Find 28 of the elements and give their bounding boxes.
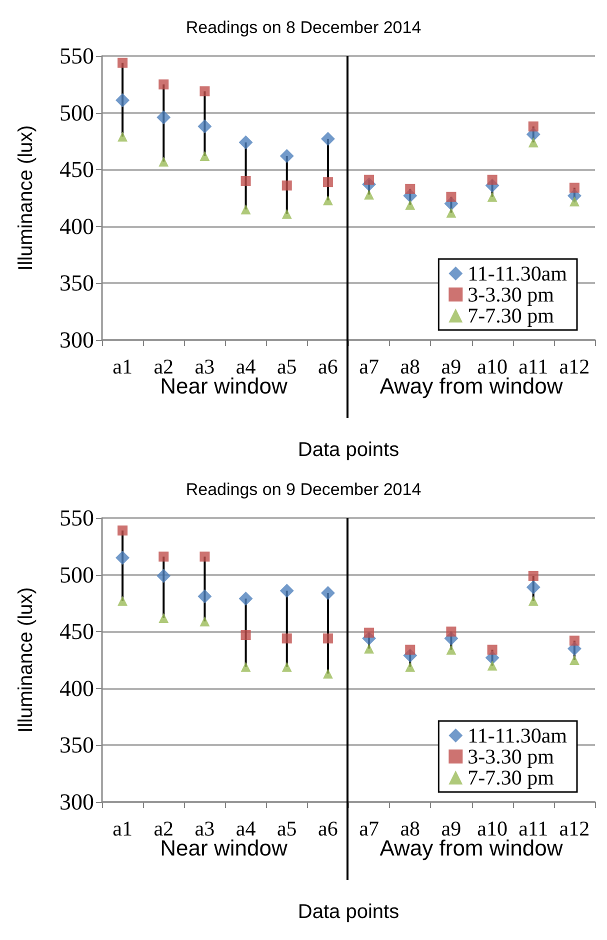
x-tick-label: a6 — [318, 354, 338, 378]
x-axis-title: Data points — [298, 439, 400, 461]
y-tick-label: 400 — [60, 676, 94, 701]
x-tick-label: a1 — [112, 816, 132, 840]
y-tick-label: 400 — [60, 214, 94, 239]
y-axis-title: Illuminance (lux) — [15, 587, 37, 733]
x-tick-label: a7 — [359, 354, 379, 378]
x-tick-label: a1 — [112, 354, 132, 378]
x-axis-title: Data points — [298, 901, 400, 923]
y-tick-label: 350 — [60, 270, 94, 296]
legend-label: 3-3.30 pm — [468, 744, 554, 768]
y-axis-title: Illuminance (lux) — [15, 125, 37, 271]
chart-title: Readings on 8 December 2014 — [186, 18, 422, 37]
y-tick-label: 300 — [60, 790, 94, 814]
y-tick-label: 500 — [60, 100, 94, 126]
x-tick-label: a7 — [359, 816, 379, 840]
legend-label: 11-11.30am — [468, 724, 568, 748]
legend-label: 3-3.30 pm — [468, 282, 554, 306]
y-tick-label: 300 — [60, 328, 94, 352]
y-tick-label: 350 — [60, 732, 94, 758]
y-tick-label: 450 — [60, 157, 94, 182]
y-tick-label: 550 — [60, 506, 94, 530]
y-tick-label: 450 — [60, 619, 94, 644]
y-tick-label: 550 — [60, 44, 94, 68]
legend-label: 11-11.30am — [468, 262, 568, 286]
chart-title: Readings on 9 December 2014 — [186, 480, 422, 499]
y-tick-label: 500 — [60, 562, 94, 588]
x-tick-label: a6 — [318, 816, 338, 840]
